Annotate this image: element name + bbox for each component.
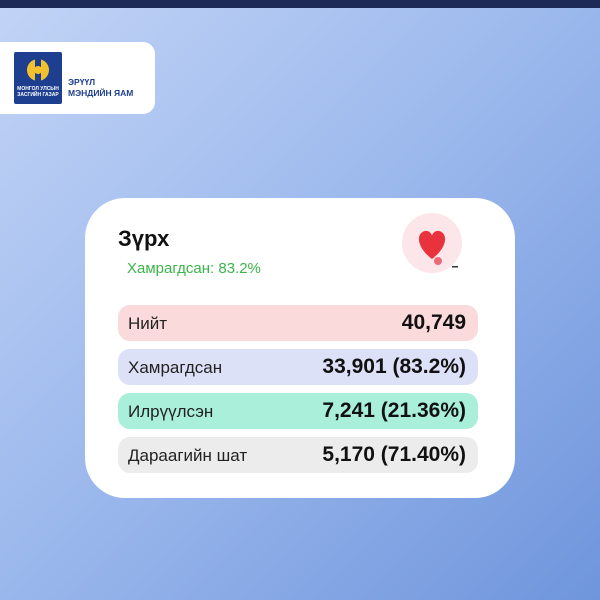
stat-row: Дараагийн шат 5,170 (71.40%) <box>118 437 478 473</box>
logo-card: МОНГОЛ УЛСЫН ЗАСГИЙН ГАЗАР ЭРҮҮЛ МЭНДИЙН Я… <box>0 42 155 114</box>
row-value: 5,170 (71.40%) <box>322 443 466 466</box>
emblem <box>14 52 62 104</box>
row-label: Илрүүлсэн <box>128 402 214 421</box>
card-subtitle: Хамрагдсан: 83.2% <box>127 260 261 277</box>
stat-row: Хамрагдсан 33,901 (83.2%) <box>118 349 478 385</box>
row-value: 40,749 <box>401 311 466 334</box>
ministry-name: ЭРҮҮЛ МЭНДИЙН ЯАМ <box>68 77 133 99</box>
row-value: 33,901 (83.2%) <box>322 355 466 378</box>
row-value: 7,241 (21.36%) <box>322 399 466 422</box>
card-title: Зүрх <box>118 226 170 251</box>
row-label: Дараагийн шат <box>128 446 248 465</box>
stats-card: Зүрх Хамрагдсан: 83.2% Нийт 40,749 Хамрагд… <box>85 198 515 498</box>
emblem-icon <box>27 58 49 82</box>
row-label: Хамрагдсан <box>128 358 223 377</box>
emblem-line: ЗАСГИЙН ГАЗАР <box>17 92 59 98</box>
row-label: Нийт <box>128 314 168 333</box>
stat-row: Илрүүлсэн 7,241 (21.36%) <box>118 393 478 429</box>
emblem-text: МОНГОЛ УЛСЫН ЗАСГИЙН ГАЗАР <box>14 86 62 98</box>
ministry-line: МЭНДИЙН ЯАМ <box>68 88 134 98</box>
emblem-line: МОНГОЛ УЛСЫН <box>17 86 59 92</box>
top-bar <box>0 0 600 8</box>
heart-icon <box>402 213 462 273</box>
ministry-line: ЭРҮҮЛ <box>68 77 96 87</box>
stat-row: Нийт 40,749 <box>118 305 478 341</box>
